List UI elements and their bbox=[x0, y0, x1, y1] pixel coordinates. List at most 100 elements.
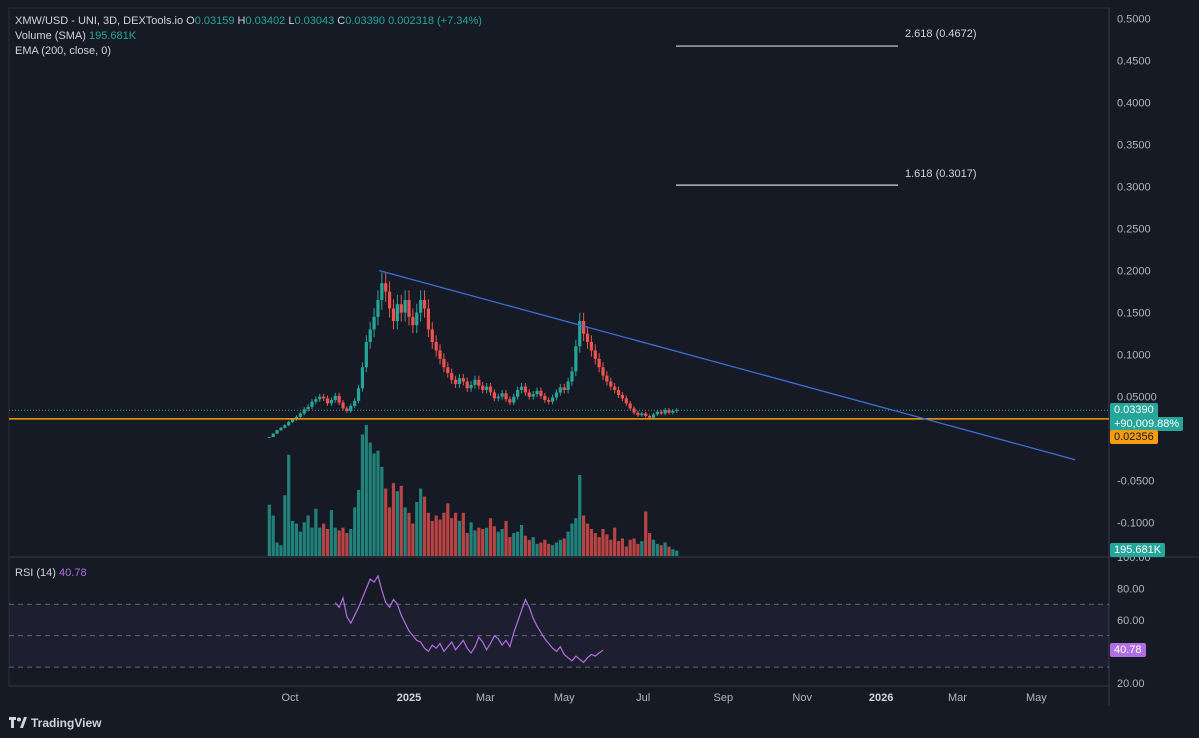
time-tick-label: Jul bbox=[636, 692, 650, 704]
symbol-title[interactable]: XMW/USD - UNI, 3D, DEXTools.io bbox=[15, 15, 184, 27]
candle-body bbox=[356, 388, 361, 401]
candle-body bbox=[582, 321, 586, 334]
candle-body bbox=[372, 316, 376, 330]
volume-bar bbox=[387, 507, 392, 556]
candle-body bbox=[457, 378, 462, 385]
volume-bar bbox=[519, 524, 524, 556]
volume-legend[interactable]: Volume (SMA) 195.681K bbox=[15, 30, 137, 42]
last-price-tag: 0.03390 bbox=[1110, 403, 1158, 417]
volume-bar bbox=[636, 543, 640, 556]
candle-body bbox=[663, 410, 667, 414]
rsi-tag: 40.78 bbox=[1110, 643, 1146, 657]
volume-bar bbox=[325, 529, 330, 556]
high-value: 0.03402 bbox=[245, 15, 286, 27]
volume-bar bbox=[593, 533, 597, 556]
ema-price-tag: 0.02356 bbox=[1110, 430, 1158, 444]
candle-body bbox=[310, 401, 314, 407]
volume-bar bbox=[399, 485, 403, 556]
price-tick-label: 0.05000 bbox=[1117, 392, 1157, 404]
volume-bar bbox=[562, 538, 566, 556]
volume-bar bbox=[411, 523, 415, 556]
volume-bar bbox=[294, 523, 299, 556]
brand-logo[interactable]: TradingView bbox=[9, 716, 101, 730]
price-tick-label: 0.3500 bbox=[1117, 140, 1151, 152]
candle-body bbox=[411, 316, 415, 326]
candle-body bbox=[562, 387, 566, 390]
candle-body bbox=[426, 308, 431, 330]
rsi-legend[interactable]: RSI (14) 40.78 bbox=[15, 567, 87, 579]
volume-bar bbox=[605, 534, 609, 556]
tradingview-logo-icon bbox=[9, 717, 27, 728]
volume-bar bbox=[523, 535, 528, 556]
candle-body bbox=[632, 408, 636, 413]
volume-bar bbox=[279, 545, 283, 556]
volume-bar bbox=[287, 454, 291, 556]
candle-body bbox=[620, 394, 625, 399]
volume-bar bbox=[322, 523, 326, 556]
candle-body bbox=[543, 395, 547, 401]
candle-body bbox=[508, 399, 512, 403]
volume-bar bbox=[290, 520, 295, 556]
plot-frame bbox=[8, 7, 1110, 687]
rsi-tick-label: 20.00 bbox=[1117, 678, 1145, 690]
volume-bar bbox=[640, 541, 644, 556]
volume-bar bbox=[341, 527, 345, 556]
candle-body bbox=[407, 300, 411, 317]
volume-bar bbox=[283, 495, 287, 556]
candle-body bbox=[267, 437, 271, 439]
candle-body bbox=[636, 412, 640, 416]
volume-bar bbox=[516, 531, 520, 556]
low-value: 0.03043 bbox=[294, 15, 335, 27]
volume-bar bbox=[434, 515, 438, 556]
candle-body bbox=[640, 413, 644, 416]
volume-bar bbox=[620, 538, 625, 556]
candle-body bbox=[271, 433, 275, 438]
candle-body bbox=[481, 385, 485, 390]
ema-legend[interactable]: EMA (200, close, 0) bbox=[15, 45, 111, 57]
price-tick-label: 0.1000 bbox=[1117, 350, 1151, 362]
candle-body bbox=[523, 386, 528, 393]
candle-body bbox=[477, 379, 481, 386]
candle-body bbox=[279, 427, 283, 431]
candle-body bbox=[450, 373, 454, 380]
volume-bar bbox=[512, 533, 516, 556]
candle-body bbox=[349, 405, 353, 411]
volume-bar bbox=[407, 512, 411, 556]
candle-body bbox=[473, 379, 477, 385]
volume-tag: 195.681K bbox=[1110, 543, 1166, 557]
candle-body bbox=[337, 395, 341, 403]
volume-bar bbox=[632, 538, 636, 556]
time-tick-label: May bbox=[1026, 692, 1047, 704]
volume-bar bbox=[554, 542, 559, 556]
price-tick-label: 0.1500 bbox=[1117, 308, 1151, 320]
volume-bar bbox=[570, 523, 574, 556]
time-tick-label: Mar bbox=[476, 692, 495, 704]
volume-bar bbox=[547, 543, 551, 556]
volume-bar bbox=[380, 466, 384, 556]
candle-body bbox=[306, 406, 310, 410]
volume-bar bbox=[461, 512, 465, 556]
candle-body bbox=[403, 300, 407, 313]
volume-bar bbox=[558, 539, 562, 556]
candle-body bbox=[446, 367, 450, 374]
candle-body bbox=[578, 321, 582, 347]
candle-body bbox=[558, 387, 562, 393]
volume-bar bbox=[492, 526, 496, 556]
candle-body bbox=[585, 333, 590, 343]
brand-name: TradingView bbox=[31, 716, 102, 730]
volume-bar bbox=[267, 504, 271, 556]
candle-body bbox=[442, 358, 446, 368]
volume-bar bbox=[601, 529, 605, 556]
volume-bar bbox=[613, 527, 617, 556]
last-change-tag: +90,009.88% bbox=[1110, 417, 1184, 431]
candle-body bbox=[287, 421, 291, 426]
price-tick-label: 0.2000 bbox=[1117, 266, 1151, 278]
candle-body bbox=[519, 386, 524, 390]
time-tick-label: 2026 bbox=[869, 692, 893, 704]
volume-bar bbox=[535, 543, 539, 556]
time-tick-label: May bbox=[554, 692, 575, 704]
volume-bar bbox=[473, 530, 477, 556]
fib-label-1618: 1.618 (0.3017) bbox=[905, 168, 977, 180]
rsi-tick-label: 60.00 bbox=[1117, 615, 1145, 627]
